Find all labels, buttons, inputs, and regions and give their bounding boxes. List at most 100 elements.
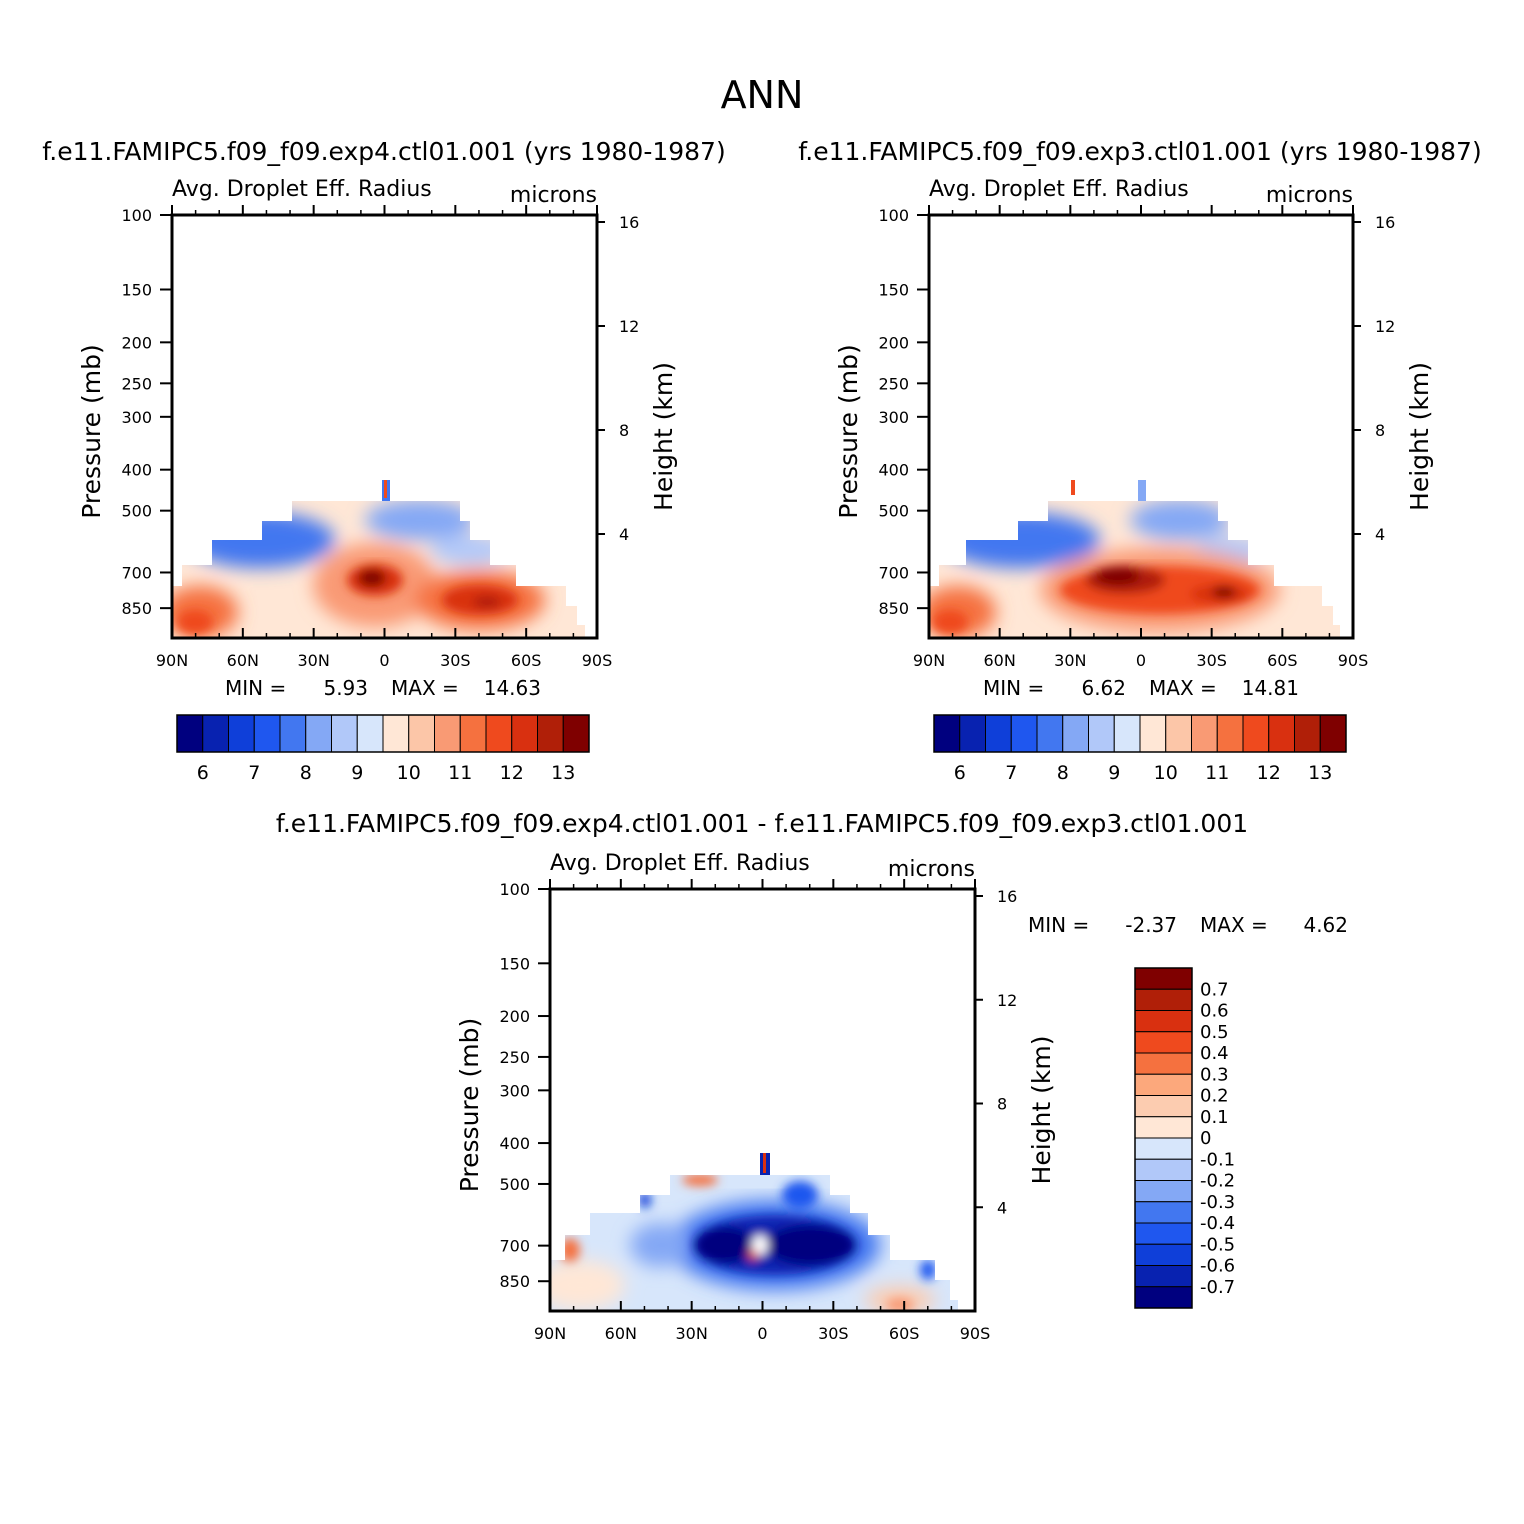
panel-2-cloud-spike-left: [1071, 480, 1075, 495]
panel-2-colorbar-label: 10: [1154, 762, 1178, 784]
panel-3-max-label: MAX =: [1200, 913, 1268, 937]
panel-3-colorbar-box: [1134, 967, 1193, 990]
panel-3-ytick-label: 400: [499, 1134, 530, 1153]
panel-2-colorbar-box: [1294, 714, 1321, 753]
panel-2-ytick-label: 400: [878, 461, 909, 480]
panel-2-ytick-right-label: 4: [1375, 525, 1385, 544]
panel-2-colorbar-label: 13: [1308, 762, 1332, 784]
panel-2-ytick-label: 200: [878, 333, 909, 352]
panel-3-field: [550, 1175, 958, 1311]
panel-1-case-title: f.e11.FAMIPC5.f09_f09.exp4.ctl01.001 (yr…: [42, 137, 725, 166]
panel-3-colorbar-frame: [1134, 967, 1193, 1309]
panel-1-ytick-label: 250: [121, 374, 152, 393]
panel-1: f.e11.FAMIPC5.f09_f09.exp4.ctl01.001 (yr…: [42, 137, 725, 784]
panel-2-colorbar-box: [1319, 714, 1347, 753]
panel-3-xtick-label: 30S: [818, 1324, 849, 1343]
panel-3-blob-blue-6: [782, 1181, 818, 1209]
panel-2-ylabel-left: Pressure (mb): [834, 344, 863, 518]
panel-3-ytick-label: 700: [499, 1237, 530, 1256]
panel-1-colorbar-box: [253, 714, 281, 753]
panel-3-colorbar-label: 0.6: [1200, 1001, 1229, 1022]
panel-2-colorbar-label: 8: [1057, 762, 1069, 784]
panel-2-field: [929, 501, 1340, 638]
panel-1-blob-blue-3: [430, 535, 510, 565]
panel-2-colorbar-box: [1036, 714, 1064, 753]
panel-2-colorbar-box: [1113, 714, 1141, 753]
panel-1-ytick-right-label: 8: [619, 421, 629, 440]
panel-1-colorbar-box: [408, 714, 435, 753]
panel-3-colorbar-label: 0.4: [1200, 1043, 1229, 1064]
panel-1-min-value: 5.93: [323, 676, 368, 700]
panel-3-colorbar-box: [1134, 1052, 1193, 1075]
panel-3-colorbar-label: 0.7: [1200, 979, 1229, 1000]
panel-1-colorbar-box: [279, 714, 307, 753]
panel-2-colorbar-box: [959, 714, 986, 753]
panel-1-colorbar-label: 6: [197, 762, 209, 784]
panel-3-blob-pale-1: [550, 1260, 625, 1310]
panel-3-colorbar-box: [1134, 1201, 1193, 1224]
panel-1-xtick-label: 30S: [440, 651, 471, 670]
panel-3-colorbar-box: [1134, 1222, 1193, 1245]
panel-3-ytick-label: 200: [499, 1007, 530, 1026]
panel-1-ylabel-right: Height (km): [649, 362, 678, 511]
panel-3-ytick-label: 300: [499, 1081, 530, 1100]
panel-3-max-value: 4.62: [1303, 913, 1348, 937]
panel-1-axes: 90N 60N 30N 0 30S 60S 90S 100 150 200 250 300 400 500…: [77, 205, 678, 670]
panel-1-colorbar-label: 7: [248, 762, 260, 784]
panel-3-blob-blue-8: [639, 1192, 651, 1208]
panel-2-blob-red-7: [1212, 586, 1236, 598]
panel-1-colorbar-box: [176, 714, 204, 753]
panel-3-colorbar-box: [1134, 1243, 1193, 1266]
panel-2-ytick-right-label: 12: [1375, 317, 1395, 336]
panel-1-colorbar-box: [537, 714, 564, 753]
panel-3-xtick-label: 30N: [676, 1324, 708, 1343]
panel-1-colorbar-box: [434, 714, 461, 753]
panel-3-colorbar-box: [1134, 1073, 1193, 1096]
panel-3-colorbar-box: [1134, 1180, 1193, 1203]
panel-3-colorbar-label: 0.3: [1200, 1064, 1229, 1085]
panel-1-ytick-right-label: 16: [619, 213, 639, 232]
panel-2-colorbar-label: 6: [954, 762, 966, 784]
panel-2-colorbar-box: [933, 714, 961, 753]
panel-1-ytick-label: 500: [121, 502, 152, 521]
panel-3-ytick-right-label: 16: [997, 887, 1017, 906]
panel-1-colorbar: 6 7 8 9 10 11 12 13: [176, 714, 590, 784]
panel-1-colorbar-frame: [176, 714, 590, 753]
panel-3-ytick-right-label: 4: [997, 1198, 1007, 1217]
panel-2-colorbar-box: [1062, 714, 1089, 753]
panel-3-ylabel-right: Height (km): [1027, 1036, 1056, 1185]
panel-3-colorbar-label: -0.4: [1200, 1213, 1235, 1234]
panel-3-colorbar-label: -0.2: [1200, 1171, 1235, 1192]
panel-3-ytick-label: 500: [499, 1175, 530, 1194]
panel-3-blob-red-1: [748, 1250, 758, 1260]
panel-3-colorbar-box: [1134, 1265, 1193, 1288]
panel-3-colorbar-label: -0.6: [1200, 1256, 1235, 1277]
panel-3-ytick-label: 250: [499, 1048, 530, 1067]
panel-3-ytick-label: 850: [499, 1272, 530, 1291]
panel-3-ytick-label: 100: [499, 880, 530, 899]
panel-2-max-value: 14.81: [1242, 676, 1299, 700]
panel-1-blob-red-7: [358, 569, 386, 587]
panel-1-blob-red-8: [473, 596, 501, 608]
panel-2-xtick-label: 90S: [1338, 651, 1369, 670]
panel-1-ytick-label: 300: [121, 408, 152, 427]
panel-3-colorbar-label: -0.5: [1200, 1234, 1235, 1255]
panel-2-ytick-right-label: 16: [1375, 213, 1395, 232]
panel-1-colorbar-label: 8: [300, 762, 312, 784]
panel-1-colorbar-label: 12: [500, 762, 524, 784]
panel-3-blob-blue-2: [630, 1223, 690, 1267]
panel-2-colorbar-box: [1216, 714, 1244, 753]
panel-2-xtick-label: 30S: [1196, 651, 1227, 670]
panel-2-case-title: f.e11.FAMIPC5.f09_f09.exp3.ctl01.001 (yr…: [798, 137, 1481, 166]
panel-1-colorbar-box: [202, 714, 229, 753]
panel-3-colorbar-label: 0: [1200, 1128, 1211, 1149]
panel-3-colorbar-box: [1134, 1286, 1193, 1309]
panel-1-ytick-right-label: 12: [619, 317, 639, 336]
panel-1-colorbar-box: [382, 714, 410, 753]
panel-2-xtick-label: 0: [1136, 651, 1146, 670]
panel-1-units: microns: [510, 183, 597, 208]
panel-2-cloud-spike: [1138, 480, 1146, 501]
panel-2-ytick-right-label: 8: [1375, 421, 1385, 440]
panel-1-colorbar-label: 11: [448, 762, 472, 784]
panel-3-colorbar-box: [1134, 1010, 1193, 1033]
